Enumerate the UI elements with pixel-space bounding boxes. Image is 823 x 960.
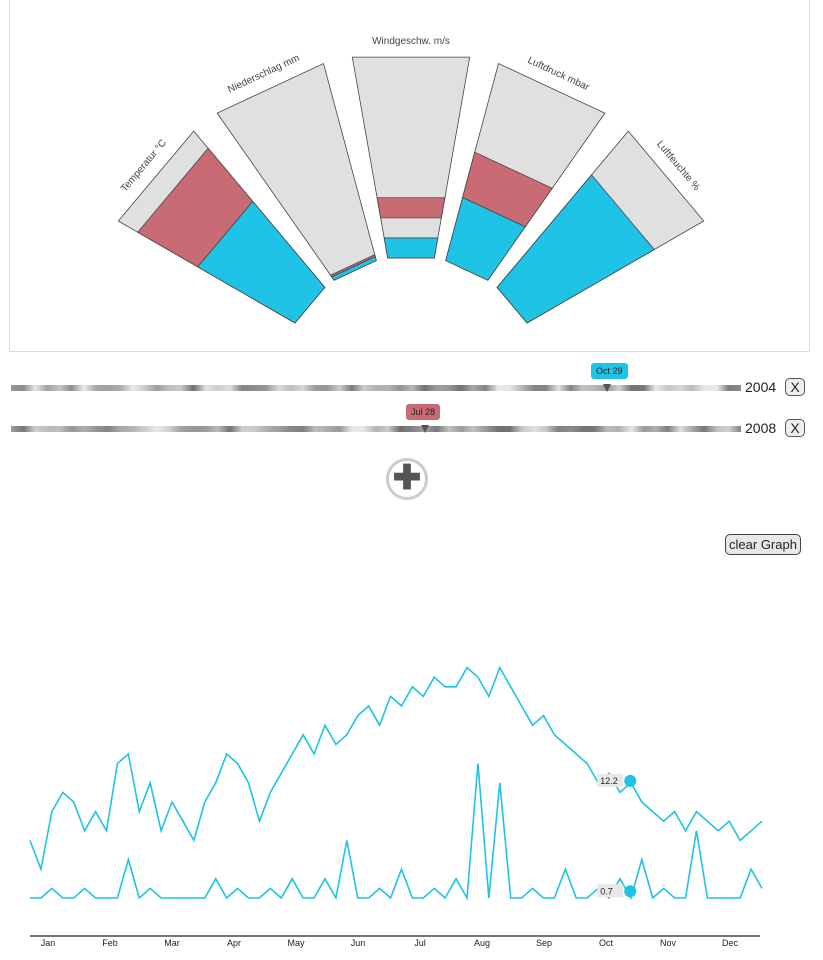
x-tick-label: Feb (102, 938, 118, 948)
x-tick-label: Jun (351, 938, 366, 948)
clear-graph-button[interactable]: clear Graph (725, 534, 801, 555)
value-label: 12.2 (600, 776, 618, 786)
value-marker: 0.7 (597, 884, 637, 898)
segment-blue-bar (445, 196, 526, 281)
x-tick-label: May (287, 938, 305, 948)
series-line-0 (29, 665, 763, 873)
line-chart: 12.2 0.7 Jan Feb Mar Apr May Jun Jul Aug Sep Oct Nov… (29, 665, 763, 948)
slider-row-2008[interactable]: Jul 28 2008 X (11, 404, 821, 443)
x-tick-label: Mar (164, 938, 180, 948)
date-tag-oct: Oct 29 (591, 363, 628, 379)
x-tick-label: Nov (660, 938, 677, 948)
x-tick-label: Dec (722, 938, 739, 948)
value-label-bg (597, 884, 624, 898)
value-marker: 12.2 (597, 773, 637, 787)
slider-handle-2008[interactable] (421, 425, 429, 433)
x-tick-label: Jan (41, 938, 56, 948)
radial-segment[interactable]: Windgeschw. m/s (351, 36, 471, 259)
year-label-2004: 2004 (745, 379, 777, 395)
slider-track-2008[interactable] (11, 426, 741, 432)
series-line-1 (30, 763, 763, 901)
radial-segment[interactable]: Niederschlag mm (216, 53, 377, 281)
segment-red-bar (376, 197, 446, 219)
x-tick-label: Oct (599, 938, 614, 948)
date-tag-jul: Jul 28 (406, 404, 441, 420)
remove-2008-button[interactable]: X (785, 419, 805, 437)
x-tick-label: Sep (536, 938, 552, 948)
segment-blue-bar (496, 174, 655, 324)
slider-handle-2004[interactable] (603, 384, 611, 392)
x-tick-label: Apr (227, 938, 241, 948)
segment-blue-bar (383, 237, 439, 259)
year-label-2008: 2008 (745, 420, 777, 436)
slider-row-2004[interactable]: Oct 29 2004 X (11, 363, 821, 402)
value-dot (624, 885, 637, 898)
value-label: 0.7 (600, 886, 613, 896)
segment-blue-bar (331, 256, 377, 281)
add-slider-button[interactable]: ✚ (386, 458, 428, 500)
x-tick-label: Jul (414, 938, 426, 948)
value-dot (624, 774, 637, 787)
x-tick-label: Aug (474, 938, 490, 948)
remove-2004-button[interactable]: X (785, 378, 805, 396)
segment-blue-bar (197, 200, 326, 324)
value-label-bg (597, 773, 624, 787)
segment-background (351, 56, 471, 259)
radial-chart-panel: Temperatur °C Niederschlag mm Windgeschw. … (9, 0, 810, 352)
slider-track-2004[interactable] (11, 385, 741, 391)
segment-label: Windgeschw. m/s (372, 36, 450, 47)
radial-segment[interactable]: Temperatur °C (117, 130, 326, 324)
